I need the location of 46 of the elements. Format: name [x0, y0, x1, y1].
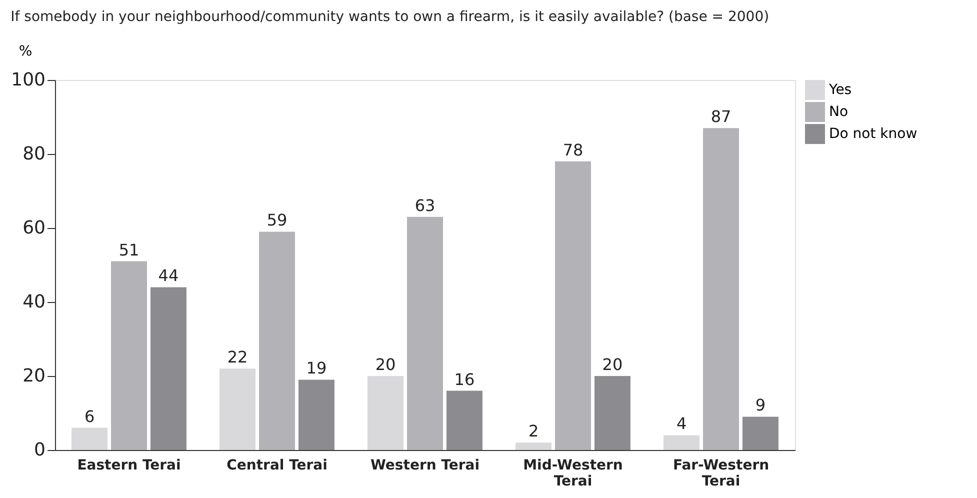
y-tick-label: 80 — [22, 144, 46, 164]
y-tick-label: 100 — [11, 70, 46, 90]
data-label: 9 — [755, 396, 766, 415]
data-label: 44 — [158, 266, 179, 286]
bar — [407, 216, 443, 450]
x-tick-label: Central Terai — [226, 458, 328, 474]
bar — [72, 428, 108, 450]
bar — [516, 442, 552, 450]
data-label: 78 — [562, 140, 584, 160]
bar — [259, 232, 295, 450]
x-tick-label: Western Terai — [370, 458, 480, 474]
bar — [664, 435, 700, 450]
bar — [594, 376, 630, 450]
data-label: 4 — [676, 414, 687, 434]
x-tick-label: Eastern Terai — [77, 458, 181, 474]
y-tick-label: 20 — [22, 366, 46, 386]
bar — [446, 390, 482, 450]
legend-label: Yes — [828, 82, 852, 98]
data-label: 87 — [710, 107, 732, 126]
data-label: 20 — [602, 355, 623, 374]
data-label: 6 — [84, 406, 95, 426]
data-label: 63 — [414, 196, 436, 215]
y-tick-label: 60 — [22, 218, 46, 238]
data-label: 59 — [266, 210, 288, 230]
bar — [298, 380, 334, 450]
data-label: 16 — [454, 370, 475, 389]
data-label: 19 — [306, 358, 327, 378]
x-tick-label: Far-Western Terai — [672, 458, 770, 490]
bar — [150, 287, 186, 450]
data-label: 20 — [375, 355, 396, 374]
bar — [220, 368, 256, 450]
bar — [703, 128, 739, 450]
bar — [111, 261, 147, 450]
data-label: 2 — [528, 422, 539, 441]
y-axis-title: % — [18, 44, 32, 60]
chart-subtitle: If somebody in your neighbourhood/community wants to own a firearm, is it easily available? (base = 2000) — [10, 9, 770, 25]
bar — [368, 376, 404, 450]
x-tick-label: Mid-Western Terai — [523, 458, 623, 490]
bar — [742, 416, 778, 450]
legend-label: No — [829, 104, 848, 120]
y-tick-label: 40 — [22, 292, 46, 312]
y-tick-label: 0 — [34, 440, 46, 460]
data-label: 51 — [118, 240, 140, 260]
data-label: 22 — [227, 348, 248, 367]
bar — [555, 161, 591, 450]
legend-label: Do not know — [829, 126, 918, 142]
